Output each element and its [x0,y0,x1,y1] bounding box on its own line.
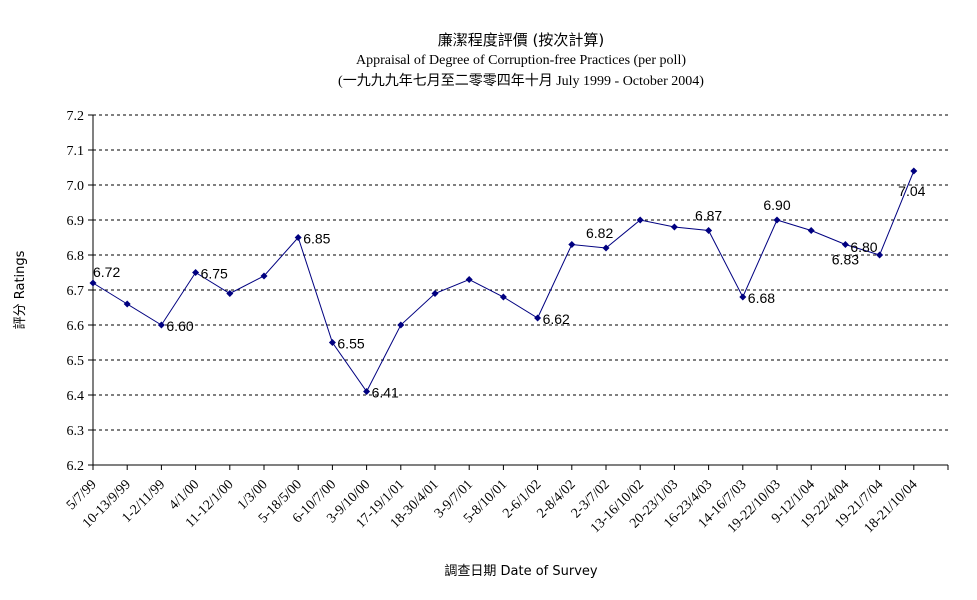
data-label: 6.62 [543,311,570,327]
data-point [670,223,678,231]
data-point [431,290,439,297]
y-axis-title: 評分 Ratings [13,250,28,329]
data-label: 6.85 [303,231,330,247]
data-point [876,251,884,259]
data-point [260,272,268,280]
x-axis-title: 調查日期 Date of Survey [444,564,598,579]
data-point [705,227,713,234]
y-tick-label: 6.9 [67,214,85,229]
gridlines [93,114,948,431]
data-point [807,227,815,234]
y-tick-label: 7.2 [67,109,85,124]
data-point [568,241,576,248]
data-point [910,167,918,175]
data-point [465,276,473,283]
data-point [89,279,97,287]
data-label: 6.55 [337,336,364,352]
data-label: 6.60 [166,318,193,334]
y-axis-ticks: 7.2 7.1 7.0 6.9 6.8 6.7 6.6 6.5 6.4 6.3 6.2 [67,109,93,474]
data-label: 6.82 [586,225,613,241]
x-axis-ticks: 5/7/9910-13/9/991-2/11/994/1/0011-12/1/0… [64,465,949,536]
data-label: 6.75 [201,266,228,282]
data-point [773,216,781,224]
data-point [192,269,200,276]
data-label: 6.87 [695,208,722,224]
chart-title: 廉潔程度評價 (按次計算) [438,31,604,49]
y-tick-label: 7.0 [67,179,85,194]
data-label: 7.04 [898,183,925,199]
y-tick-label: 6.4 [67,389,85,404]
data-point [294,234,302,241]
data-point [363,388,371,395]
y-tick-label: 6.3 [67,424,85,439]
data-label: 6.41 [372,385,399,401]
data-point [739,293,747,301]
data-point [157,321,165,329]
data-label: 6.90 [763,197,790,213]
chart-subtitle: Appraisal of Degree of Corruption-free P… [356,53,686,68]
y-tick-label: 6.5 [67,354,85,369]
axes [92,115,948,466]
data-labels: 6.72 6.60 6.75 6.85 6.55 6.41 6.62 6.82 6.87 6.68… [93,183,926,401]
y-tick-label: 6.7 [67,284,85,299]
data-point [499,293,507,301]
data-point [226,290,234,297]
data-label: 6.83 [832,252,859,268]
data-point [602,244,610,252]
data-point [534,314,542,322]
data-point [397,321,405,329]
data-points [89,167,918,395]
data-point [636,216,644,224]
data-point [841,241,849,248]
chart-period: (一九九九年七月至二零零四年十月 July 1999 - October 200… [338,73,704,89]
data-label: 6.68 [748,290,775,306]
data-point [328,339,336,346]
y-tick-label: 7.1 [67,144,85,159]
y-tick-label: 6.6 [67,319,85,334]
data-point [123,300,131,308]
y-tick-label: 6.8 [67,249,85,264]
y-tick-label: 6.2 [67,459,85,474]
data-label: 6.72 [93,264,120,280]
data-label: 6.80 [850,239,877,255]
